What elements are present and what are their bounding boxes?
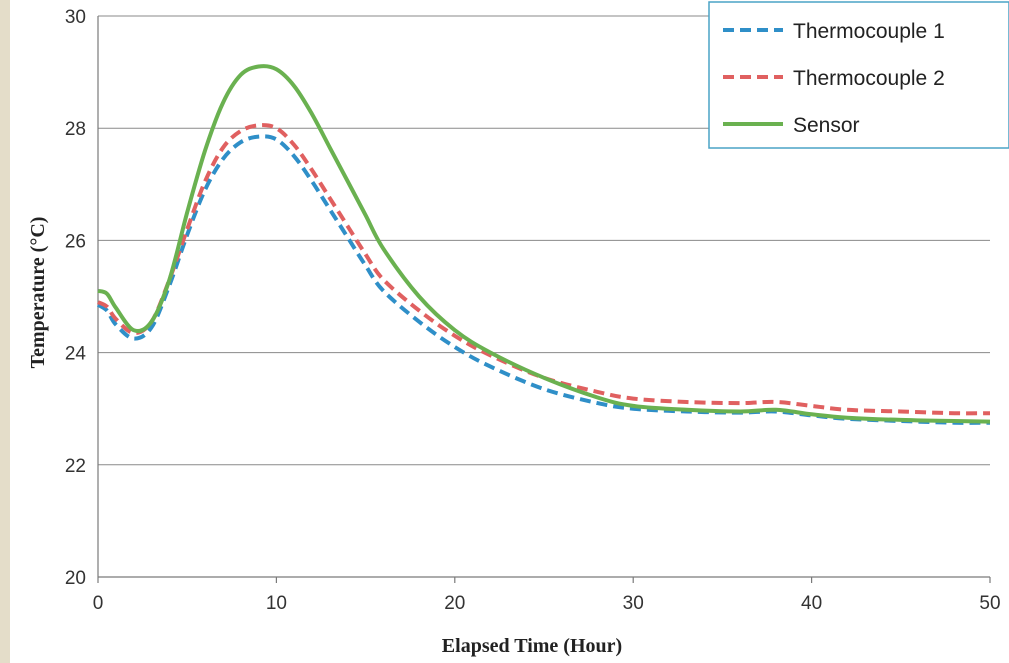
series-lines: [96, 64, 991, 425]
y-tick-label: 26: [65, 231, 86, 252]
x-tick-label: 30: [623, 593, 644, 614]
x-tick-label: 20: [444, 593, 465, 614]
axes: 20 22 24 26 28 30 0 10 20 30 40 50: [65, 7, 1001, 614]
x-tick-label: 0: [93, 593, 104, 614]
series-line-sensor: [97, 64, 991, 424]
y-tick-label: 24: [65, 344, 87, 365]
chart-frame: 20 22 24 26 28 30 0 10 20 30 40 50 Thermocouple 1 Th…: [10, 0, 1009, 663]
y-tick-label: 20: [65, 568, 86, 589]
legend-label: Sensor: [793, 114, 860, 137]
y-tick-label: 28: [65, 119, 86, 140]
legend-label: Thermocouple 2: [793, 67, 945, 90]
x-tick-label: 40: [801, 593, 822, 614]
x-tick-label: 10: [266, 593, 287, 614]
x-tick-label: 50: [979, 593, 1000, 614]
series-line-thermocouple-2: [97, 123, 991, 416]
y-tick-label: 30: [65, 7, 86, 28]
legend-label: Thermocouple 1: [793, 20, 945, 43]
y-tick-label: 22: [65, 456, 86, 477]
x-axis-title: Elapsed Time (Hour): [442, 635, 622, 657]
legend: Thermocouple 1 Thermocouple 2 Sensor: [708, 1, 1009, 149]
y-axis-title: Temperature (°C): [27, 217, 49, 369]
